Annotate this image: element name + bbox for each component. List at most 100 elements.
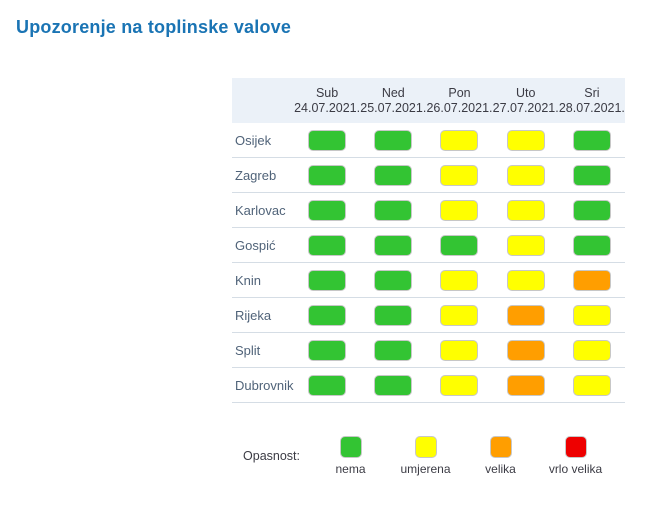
- warning-cell: [308, 339, 347, 361]
- day-header: Sri 28.07.2021.: [559, 86, 625, 116]
- legend-swatch: [414, 436, 437, 458]
- table-row: Zagreb: [232, 158, 625, 193]
- warning-cell-wrap: [426, 234, 492, 256]
- legend-swatch: [339, 436, 362, 458]
- table-row: Split: [232, 333, 625, 368]
- table-header-row: Sub 24.07.2021. Ned 25.07.2021. Pon 26.07.202…: [232, 78, 625, 123]
- warning-cell: [572, 339, 611, 361]
- warning-cell: [572, 199, 611, 221]
- city-label: Zagreb: [235, 167, 277, 183]
- day-date-label: 28.07.2021.: [558, 100, 625, 115]
- warning-cell: [308, 129, 347, 151]
- warning-cell-wrap: [493, 129, 559, 151]
- warning-cell-wrap: [559, 374, 625, 396]
- warning-cell: [440, 234, 479, 256]
- legend-item: vrlo velika: [538, 436, 613, 476]
- day-header: Ned 25.07.2021.: [360, 86, 426, 116]
- warning-cell-wrap: [294, 269, 360, 291]
- table-row: Gospić: [232, 228, 625, 263]
- legend-item: nema: [313, 436, 388, 476]
- warning-cell-wrap: [360, 129, 426, 151]
- warning-cell: [308, 234, 347, 256]
- warning-cell: [572, 164, 611, 186]
- warning-cell: [506, 304, 545, 326]
- city-label: Osijek: [235, 132, 272, 148]
- legend-title: Opasnost:: [243, 449, 300, 463]
- table-row: Osijek: [232, 123, 625, 158]
- warning-cell-wrap: [294, 339, 360, 361]
- legend-item: velika: [463, 436, 538, 476]
- day-name-label: Sri: [584, 85, 600, 100]
- warning-cell-wrap: [360, 269, 426, 291]
- warning-cell: [506, 199, 545, 221]
- warning-cell: [374, 129, 413, 151]
- warning-cell: [440, 164, 479, 186]
- warning-cell: [308, 374, 347, 396]
- warning-cell: [506, 269, 545, 291]
- warning-cell-wrap: [294, 374, 360, 396]
- warning-cell: [506, 129, 545, 151]
- table-row: Rijeka: [232, 298, 625, 333]
- warning-cell: [374, 234, 413, 256]
- day-header: Pon 26.07.2021.: [426, 86, 492, 116]
- city-label: Gospić: [235, 237, 276, 253]
- warning-cell: [572, 129, 611, 151]
- table-row: Knin: [232, 263, 625, 298]
- warning-cell-wrap: [426, 199, 492, 221]
- table-row: Karlovac: [232, 193, 625, 228]
- legend-item-label: nema: [335, 462, 366, 476]
- legend-item-label: vrlo velika: [548, 462, 603, 476]
- warning-cell-wrap: [559, 199, 625, 221]
- table-row: Dubrovnik: [232, 368, 625, 403]
- legend: Opasnost: nema umjerena velika vrlo velika: [232, 436, 632, 481]
- warning-cell: [374, 339, 413, 361]
- warning-cell-wrap: [493, 374, 559, 396]
- warning-cell-wrap: [360, 374, 426, 396]
- city-label: Split: [235, 342, 261, 358]
- warning-cell: [440, 339, 479, 361]
- day-name-label: Ned: [381, 85, 405, 100]
- warning-cell: [572, 374, 611, 396]
- warning-cell: [572, 269, 611, 291]
- warning-cell: [374, 304, 413, 326]
- warning-cell: [308, 164, 347, 186]
- warning-cell-wrap: [559, 164, 625, 186]
- warning-cell-wrap: [426, 339, 492, 361]
- legend-item-label: velika: [485, 462, 516, 476]
- city-label: Rijeka: [235, 307, 272, 323]
- warning-cell-wrap: [493, 164, 559, 186]
- table-body: Osijek Zagreb Karlovac Gospić Knin Rijeka Spli…: [232, 123, 625, 403]
- warning-cell-wrap: [493, 269, 559, 291]
- warning-cell-wrap: [360, 339, 426, 361]
- warning-cell-wrap: [559, 269, 625, 291]
- warning-cell-wrap: [360, 199, 426, 221]
- warning-cell-wrap: [426, 374, 492, 396]
- warning-cell-wrap: [294, 234, 360, 256]
- warning-cell-wrap: [426, 164, 492, 186]
- warning-cell: [506, 234, 545, 256]
- day-date-label: 24.07.2021.: [294, 100, 361, 115]
- warning-cell-wrap: [426, 269, 492, 291]
- warning-cell-wrap: [559, 304, 625, 326]
- warning-cell-wrap: [559, 339, 625, 361]
- warning-cell: [440, 374, 479, 396]
- warning-cell: [440, 269, 479, 291]
- warning-cell: [308, 304, 347, 326]
- warning-cell-wrap: [493, 234, 559, 256]
- warning-cell-wrap: [360, 304, 426, 326]
- warning-cell-wrap: [426, 304, 492, 326]
- warning-cell: [506, 339, 545, 361]
- legend-swatch: [489, 436, 512, 458]
- legend-items: nema umjerena velika vrlo velika: [313, 436, 613, 476]
- warning-cell-wrap: [493, 339, 559, 361]
- warning-cell-wrap: [294, 164, 360, 186]
- warning-cell: [374, 199, 413, 221]
- warning-cell-wrap: [360, 234, 426, 256]
- day-date-label: 26.07.2021.: [426, 100, 493, 115]
- warning-cell: [572, 234, 611, 256]
- heat-warning-table: Sub 24.07.2021. Ned 25.07.2021. Pon 26.07.202…: [232, 78, 625, 403]
- page-title: Upozorenje na toplinske valove: [16, 17, 292, 37]
- warning-cell: [440, 199, 479, 221]
- day-date-label: 25.07.2021.: [360, 100, 427, 115]
- warning-cell-wrap: [426, 129, 492, 151]
